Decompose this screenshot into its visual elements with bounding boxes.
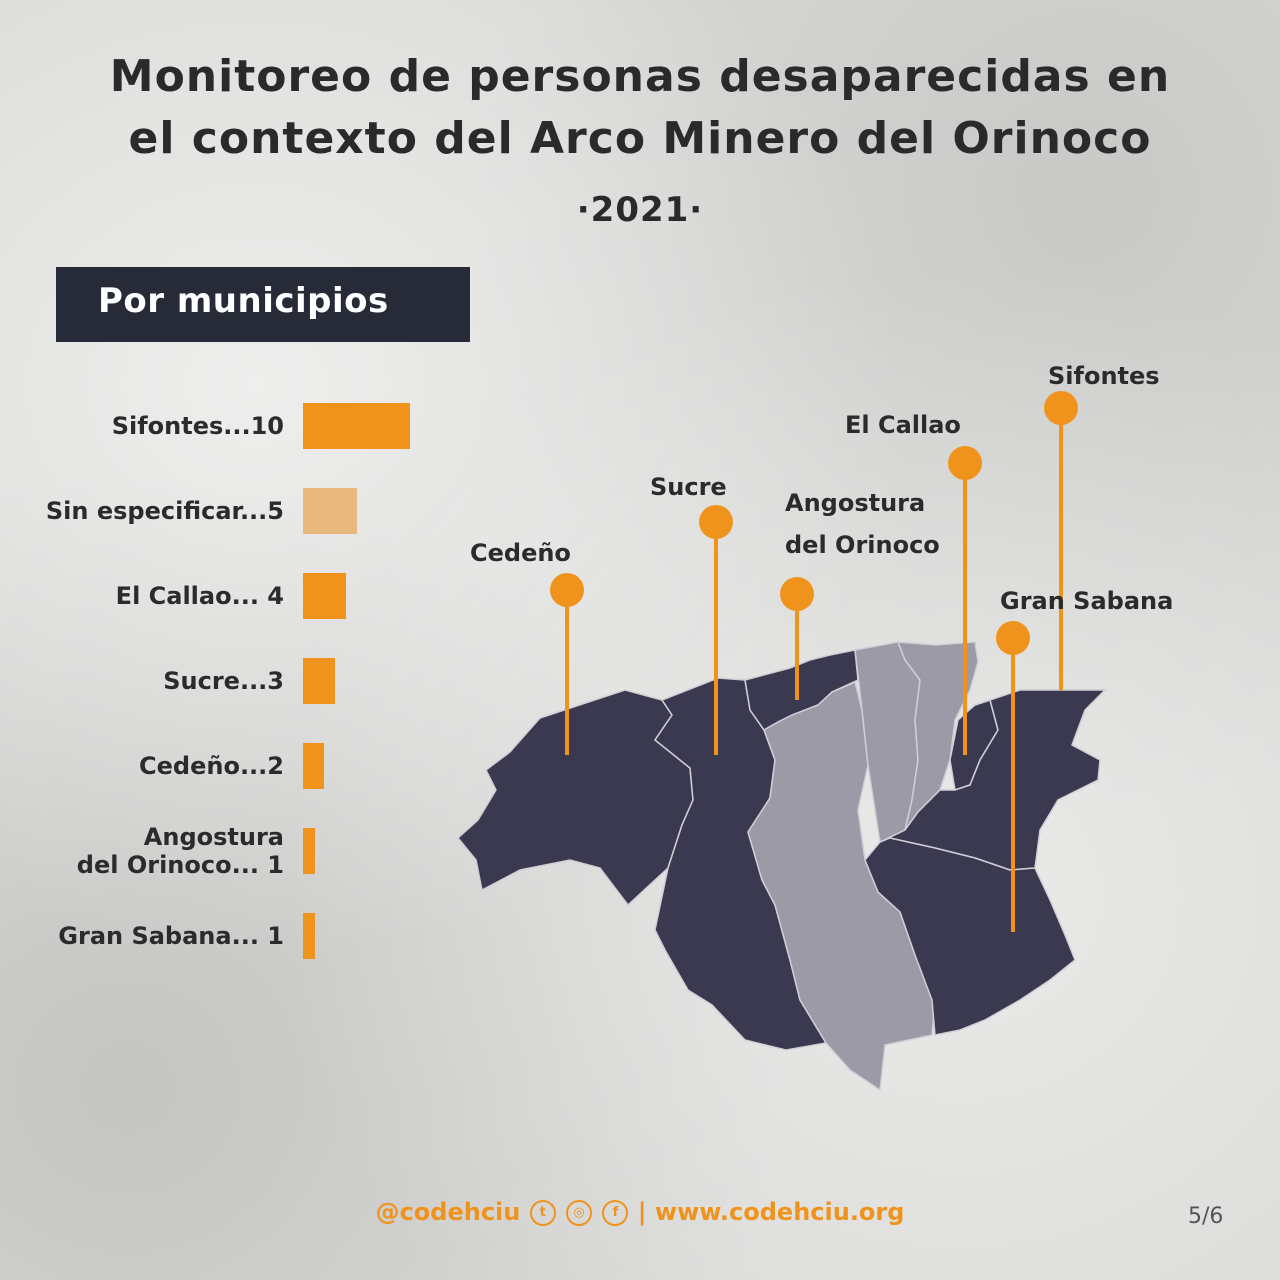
map-pin-label: El Callao (845, 404, 961, 446)
map-pin-marker (780, 577, 814, 611)
municipality-cedeno-region (456, 689, 694, 907)
bar-label: Cedeño...2 (4, 752, 284, 780)
bar-label-line: del Orinoco... 1 (76, 851, 284, 879)
bar (303, 488, 357, 534)
bar-label: Sin especificar...5 (4, 497, 284, 525)
bar-label-line: Sucre...3 (163, 667, 284, 695)
map-pin-label-line: Sucre (650, 473, 727, 501)
bar-label-line: Sifontes...10 (111, 412, 284, 440)
bar-label-line: El Callao... 4 (115, 582, 284, 610)
bar-label-line: Cedeño...2 (139, 752, 284, 780)
social-icons: t ◎ f (529, 1198, 630, 1226)
bar (303, 913, 315, 959)
map-pin-label: Sucre (650, 466, 727, 508)
page-title: Monitoreo de personas desaparecidas en e… (0, 46, 1280, 170)
bar (303, 403, 410, 449)
bar-label: Gran Sabana... 1 (4, 922, 284, 950)
map-pin-label: Cedeño (470, 532, 571, 574)
map-pin-label: Gran Sabana (1000, 580, 1173, 622)
title-line-1: Monitoreo de personas desaparecidas en (109, 51, 1171, 102)
bar-label-line: Angostura (143, 823, 284, 851)
map-pin-label: Angostura del Orinoco (785, 482, 940, 566)
section-label: Por municipios (98, 281, 389, 321)
map-pin-marker (699, 505, 733, 539)
map-pin-label-line: Cedeño (470, 539, 571, 567)
footer: @codehciu t ◎ f | www.codehciu.org (0, 1198, 1280, 1226)
bar-label: Sucre...3 (4, 667, 284, 695)
map-pin-marker (996, 621, 1030, 655)
twitter-icon[interactable]: t (529, 1200, 556, 1226)
map-pin-label-line: Angostura (785, 489, 926, 517)
map-pin-marker (948, 446, 982, 480)
bar-label-line: Sin especificar...5 (45, 497, 284, 525)
map-pin-label-line: Gran Sabana (1000, 587, 1174, 615)
map-pin-marker (1044, 391, 1078, 425)
instagram-icon[interactable]: ◎ (566, 1200, 593, 1226)
section-header: Por municipios (56, 267, 470, 342)
map-pin-label-line: El Callao (845, 411, 961, 439)
map-pin-marker (550, 573, 584, 607)
title-line-2: el contexto del Arco Minero del Orinoco (128, 113, 1152, 164)
bar (303, 573, 346, 619)
bar (303, 743, 325, 789)
facebook-icon[interactable]: f (602, 1200, 629, 1226)
website-link[interactable]: www.codehciu.org (654, 1198, 905, 1226)
bar (303, 828, 315, 874)
bar (303, 658, 336, 704)
map-pin-label: Sifontes (1048, 355, 1160, 397)
bar-label: Angostura del Orinoco... 1 (4, 823, 284, 879)
map-pin-label-line: Sifontes (1048, 362, 1160, 390)
year-subtitle: ·2021· (576, 190, 704, 230)
map-pin-label-line: del Orinoco (785, 531, 940, 559)
bar-label: Sifontes...10 (4, 412, 284, 440)
bar-label: El Callao... 4 (4, 582, 284, 610)
bar-label-line: Gran Sabana... 1 (58, 922, 284, 950)
social-handle[interactable]: @codehciu (375, 1198, 521, 1226)
municipality-gran-sabana-region (864, 837, 1076, 1036)
footer-separator: | (637, 1198, 647, 1226)
page-number: 5/6 (1188, 1204, 1224, 1229)
